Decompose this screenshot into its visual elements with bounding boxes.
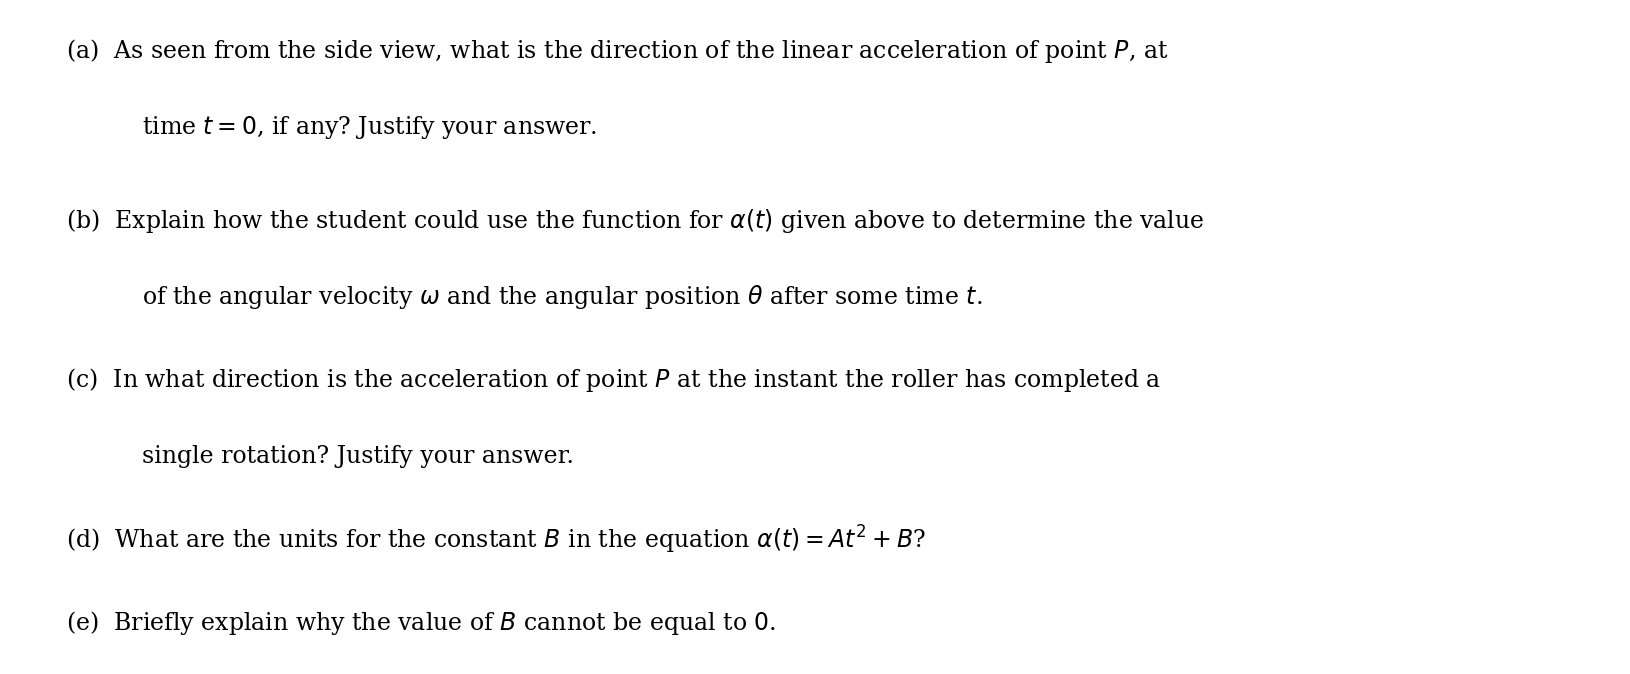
Text: time $t = 0$, if any? Justify your answer.: time $t = 0$, if any? Justify your answe… (142, 114, 597, 141)
Text: (b)  Explain how the student could use the function for $\alpha(t)$ given above : (b) Explain how the student could use th… (65, 206, 1205, 235)
Text: of the angular velocity $\omega$ and the angular position $\theta$ after some ti: of the angular velocity $\omega$ and the… (142, 283, 983, 311)
Text: (a)  As seen from the side view, what is the direction of the linear acceleratio: (a) As seen from the side view, what is … (65, 37, 1169, 65)
Text: (e)  Briefly explain why the value of $B$ cannot be equal to $0$.: (e) Briefly explain why the value of $B$… (65, 609, 776, 637)
Text: (c)  In what direction is the acceleration of point $P$ at the instant the rolle: (c) In what direction is the acceleratio… (65, 366, 1161, 394)
Text: single rotation? Justify your answer.: single rotation? Justify your answer. (142, 446, 574, 468)
Text: (d)  What are the units for the constant $B$ in the equation $\alpha(t) = At^2 +: (d) What are the units for the constant … (65, 524, 926, 556)
